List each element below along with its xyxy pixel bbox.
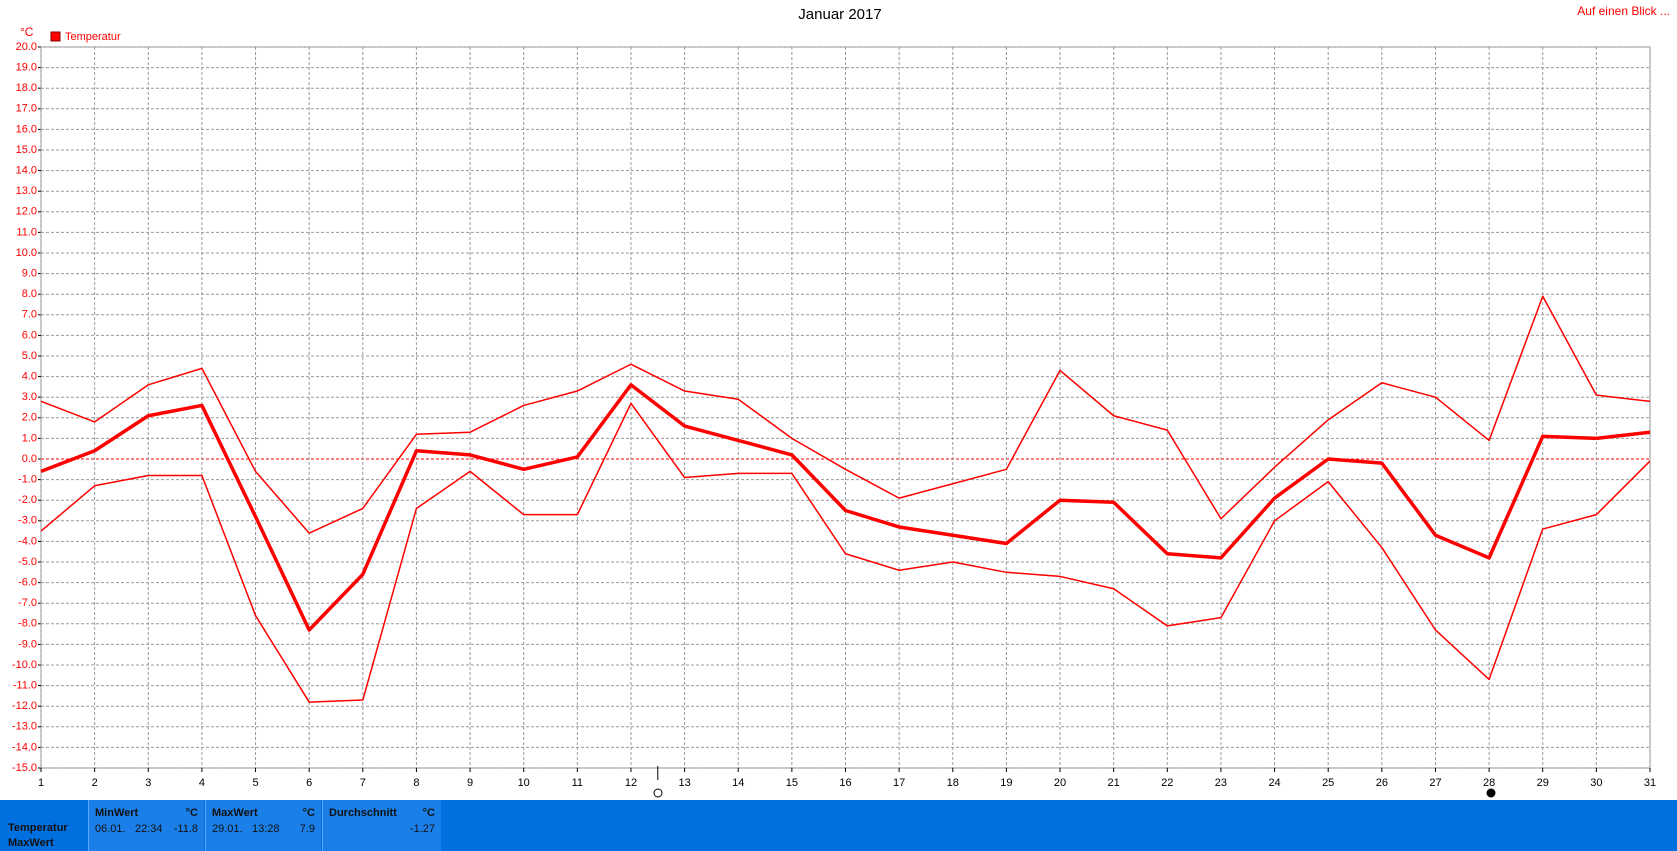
x-tick-label: 9 [467, 777, 473, 789]
x-tick-label: 11 [572, 777, 583, 789]
y-tick-label: 19.0 [16, 62, 37, 74]
y-tick-label: -9.0 [18, 638, 37, 650]
y-tick-label: -11.0 [13, 680, 37, 692]
x-tick-label: 23 [1215, 777, 1227, 789]
y-tick-label: 15.0 [16, 144, 37, 156]
y-tick-label: 3.0 [22, 391, 37, 403]
x-tick-label: 27 [1429, 777, 1441, 789]
summary-panel: Temperatur MaxWert MinWert °C 06.01. 22:… [0, 800, 1677, 851]
y-tick-label: 9.0 [22, 268, 37, 280]
series-line [40, 402, 1651, 703]
y-tick-label: 17.0 [16, 103, 37, 115]
y-tick-label: 4.0 [22, 371, 37, 383]
row-labels: Temperatur MaxWert [0, 800, 88, 851]
x-tick-label: 30 [1590, 777, 1602, 789]
x-tick-label: 18 [947, 777, 959, 789]
y-tick-label: -12.0 [12, 700, 37, 712]
x-tick-label: 3 [145, 777, 151, 789]
y-tick-label: 12.0 [16, 206, 37, 218]
moon-icon [653, 788, 663, 798]
moon-icon [1486, 788, 1496, 798]
x-tick-label: 22 [1161, 777, 1173, 789]
x-tick-label: 29 [1537, 777, 1549, 789]
y-tick-label: 11.0 [16, 226, 37, 238]
y-tick-label: 20.0 [16, 41, 37, 53]
y-tick-label: -14.0 [12, 741, 37, 753]
x-tick-label: 24 [1268, 777, 1280, 789]
y-tick-label: 7.0 [22, 309, 37, 321]
y-tick-label: -5.0 [18, 556, 37, 568]
x-tick-label: 5 [252, 777, 258, 789]
time: 22:34 [135, 823, 163, 835]
y-tick-label: 14.0 [16, 165, 37, 177]
min-box: MinWert °C 06.01. 22:34 -11.8 [88, 800, 204, 851]
y-tick-label: 6.0 [22, 329, 37, 341]
x-tick-label: 19 [1000, 777, 1012, 789]
x-tick-label: 7 [360, 777, 366, 789]
y-tick-label: -2.0 [18, 494, 37, 506]
value: -1.27 [409, 823, 435, 835]
y-tick-label: 18.0 [16, 82, 37, 94]
y-tick-label: -8.0 [18, 618, 37, 630]
y-tick-label: -4.0 [18, 535, 37, 547]
x-tick-label: 4 [199, 777, 205, 789]
y-tick-label: 1.0 [22, 432, 37, 444]
date: 29.01. [212, 823, 243, 835]
y-tick-label: -7.0 [18, 597, 37, 609]
series-line [40, 295, 1651, 534]
x-tick-label: 8 [413, 777, 419, 789]
date: 06.01. [95, 823, 126, 835]
unit: °C [422, 807, 435, 819]
legend-swatch [50, 31, 61, 42]
avg-box: Durchschnitt °C -1.27 [322, 800, 441, 851]
x-tick-label: 21 [1108, 777, 1120, 789]
x-tick-label: 28 [1483, 777, 1495, 789]
x-tick-label: 14 [732, 777, 744, 789]
x-tick-label: 20 [1054, 777, 1066, 789]
y-tick-label: 10.0 [16, 247, 37, 259]
y-tick-label: -3.0 [18, 515, 37, 527]
row-label: Temperatur [8, 822, 68, 834]
y-tick-label: 0.0 [22, 453, 37, 465]
x-tick-label: 16 [839, 777, 851, 789]
time: 13:28 [252, 823, 280, 835]
unit: °C [302, 807, 315, 819]
x-tick-label: 13 [678, 777, 690, 789]
y-tick-label: -15.0 [12, 762, 37, 774]
x-tick-label: 17 [893, 777, 905, 789]
header: MaxWert [212, 807, 258, 819]
x-tick-label: 31 [1644, 777, 1656, 789]
y-tick-label: 8.0 [22, 288, 37, 300]
value: 7.9 [299, 823, 315, 835]
y-tick-label: 13.0 [16, 185, 37, 197]
y-tick-label: 5.0 [22, 350, 37, 362]
row-label: MaxWert [8, 837, 54, 849]
x-tick-label: 2 [92, 777, 98, 789]
y-tick-label: -13.0 [12, 721, 37, 733]
legend-label: Temperatur [65, 31, 121, 43]
link[interactable]: Auf einen Blick ... [1577, 4, 1670, 18]
y-tick-label: 16.0 [16, 123, 37, 135]
y-tick-label: -6.0 [18, 577, 37, 589]
x-tick-label: 10 [518, 777, 530, 789]
x-tick-label: 1 [38, 777, 44, 789]
unit: °C [185, 807, 198, 819]
chart: Januar 2017 Auf einen Blick ... °C Tempe… [12, 4, 1670, 798]
chart-title: Januar 2017 [798, 6, 881, 23]
max-box: MaxWert °C 29.01. 13:28 7.9 [205, 800, 321, 851]
x-tick-label: 15 [786, 777, 798, 789]
x-tick-label: 26 [1376, 777, 1388, 789]
value: -11.8 [173, 823, 198, 835]
header: Durchschnitt [329, 807, 397, 819]
x-tick-label: 12 [625, 777, 637, 789]
series-line [40, 383, 1651, 632]
y-tick-label: -10.0 [12, 659, 37, 671]
y-tick-label: -1.0 [18, 474, 37, 486]
x-tick-label: 6 [306, 777, 312, 789]
header: MinWert [95, 807, 139, 819]
x-tick-label: 25 [1322, 777, 1334, 789]
y-unit: °C [20, 25, 34, 39]
y-tick-label: 2.0 [22, 412, 37, 424]
